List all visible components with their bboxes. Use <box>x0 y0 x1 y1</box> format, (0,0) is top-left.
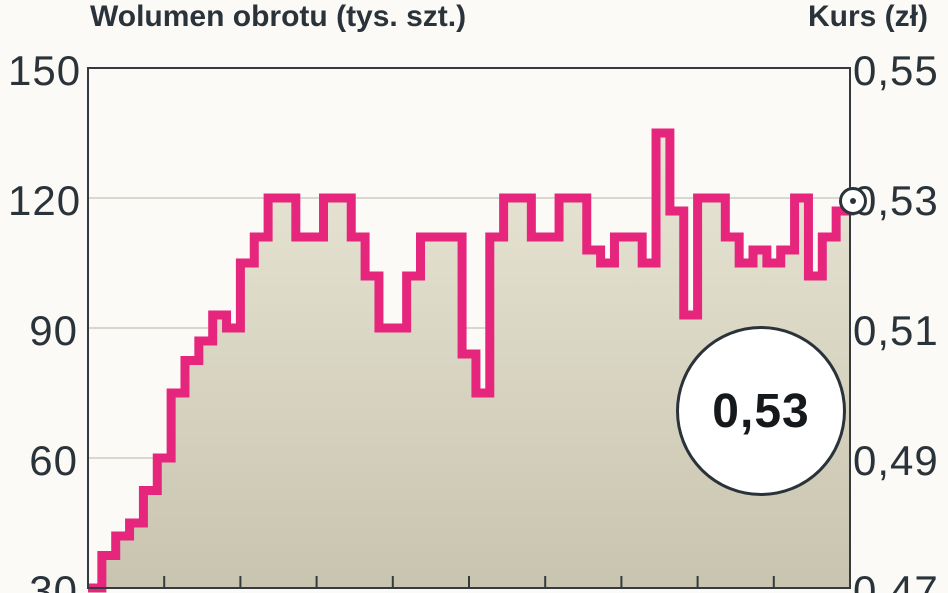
left-tick-label: 90 <box>8 307 78 355</box>
end-point-marker <box>839 187 867 215</box>
left-tick-label: 60 <box>8 437 78 485</box>
right-tick-label: 0,53 <box>853 177 948 225</box>
callout-text: 0,53 <box>712 384 809 439</box>
callout-value: 0,53 <box>676 326 846 496</box>
right-tick-label: 0,47 <box>853 567 948 593</box>
right-tick-label: 0,49 <box>853 437 948 485</box>
left-tick-label: 150 <box>8 47 78 95</box>
left-tick-label: 120 <box>8 177 78 225</box>
chart-root: Wolumen obrotu (tys. szt.) Kurs (zł) 150… <box>0 0 948 593</box>
plot-area <box>0 0 948 593</box>
right-tick-label: 0,55 <box>853 47 948 95</box>
left-tick-label: 30 <box>8 567 78 593</box>
right-tick-label: 0,51 <box>853 307 948 355</box>
